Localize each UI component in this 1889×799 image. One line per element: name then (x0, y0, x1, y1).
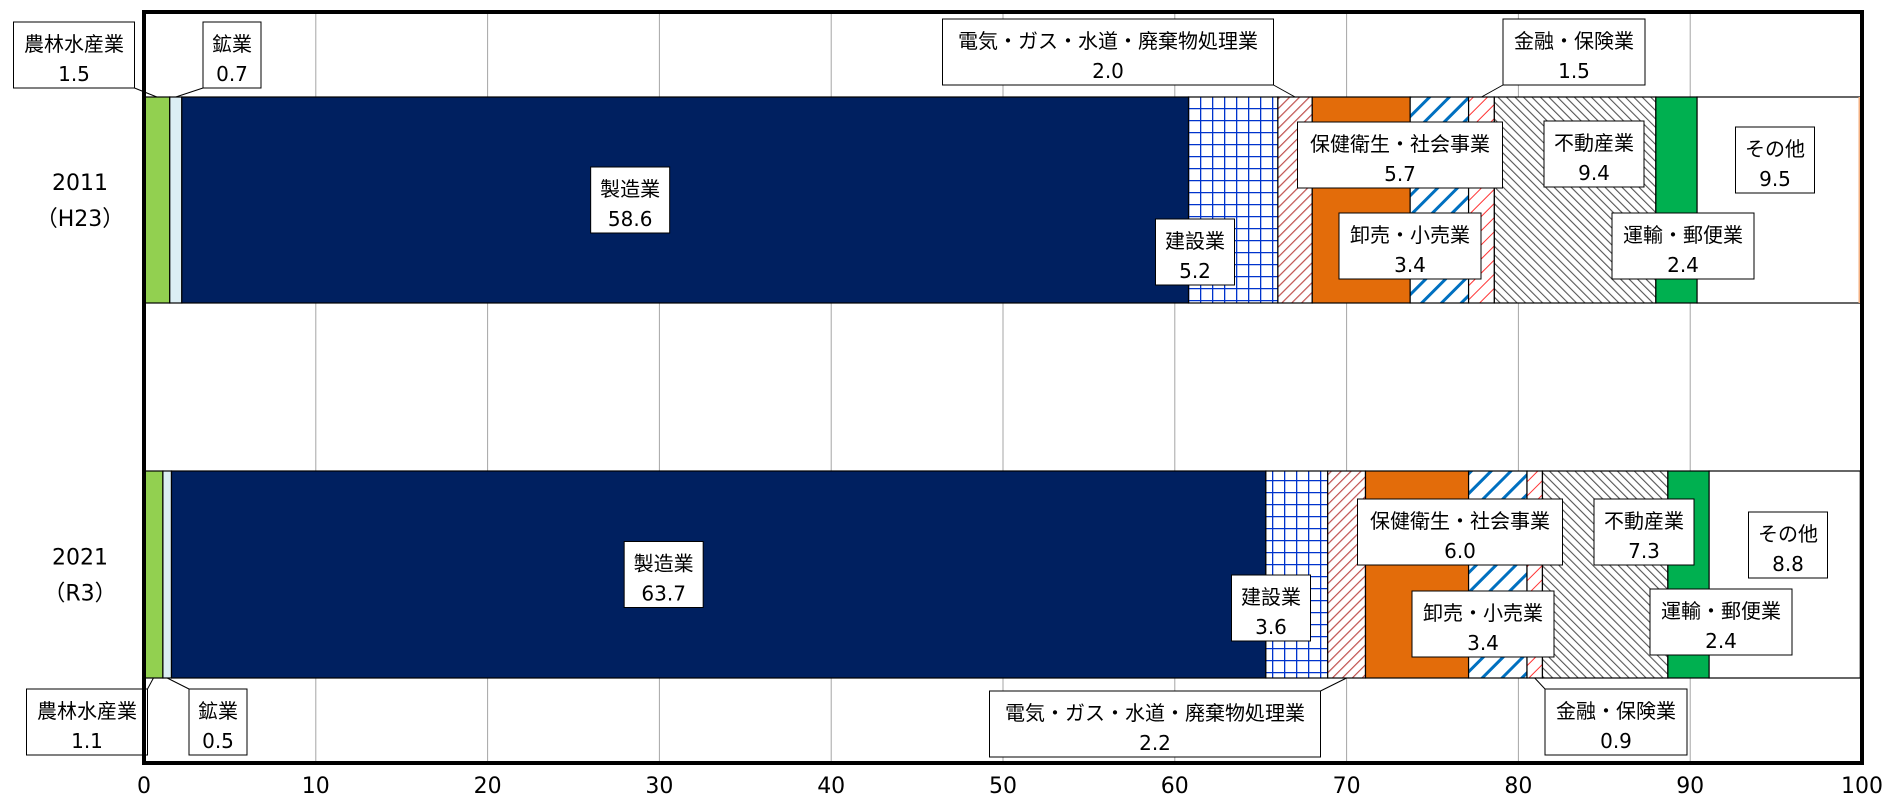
data-label-value: 0.5 (202, 729, 234, 753)
leader-line (1481, 84, 1504, 98)
data-label-box (1611, 212, 1755, 280)
leader-line (147, 677, 154, 690)
data-label-name: 製造業 (600, 177, 660, 201)
data-label-box (942, 18, 1274, 86)
category-label: （R3） (43, 582, 116, 607)
data-label-name: その他 (1758, 522, 1818, 546)
data-label-value: 6.0 (1444, 539, 1476, 563)
x-tick-label: 20 (474, 774, 502, 799)
leader-line (175, 87, 204, 98)
data-label-box (1544, 688, 1688, 756)
x-tick-label: 30 (645, 774, 673, 799)
data-label-value: 9.4 (1578, 161, 1610, 185)
data-label-box (1155, 218, 1235, 286)
data-label-box (1411, 590, 1555, 658)
data-label-value: 3.4 (1467, 631, 1499, 655)
x-tick-label: 100 (1841, 774, 1883, 799)
data-label-box (623, 541, 704, 608)
data-label-value: 0.9 (1600, 729, 1632, 753)
x-tick-label: 40 (817, 774, 845, 799)
data-label-name: 運輸・郵便業 (1623, 223, 1743, 247)
x-tick-label: 0 (137, 774, 151, 799)
data-label-value: 8.8 (1772, 552, 1804, 576)
bar-segment (169, 96, 183, 304)
data-label-name: 製造業 (634, 552, 694, 576)
data-label-value: 2.4 (1705, 629, 1737, 653)
data-label-name: その他 (1745, 137, 1805, 161)
data-label-name: 運輸・郵便業 (1661, 599, 1781, 623)
data-label-box (1649, 588, 1793, 656)
data-label-name: 不動産業 (1554, 131, 1634, 155)
data-label-box (1502, 18, 1646, 86)
data-label-value: 3.4 (1394, 253, 1426, 277)
data-label-value: 1.5 (1558, 59, 1590, 83)
data-label-value: 58.6 (608, 207, 653, 231)
data-label-name: 卸売・小売業 (1423, 601, 1543, 625)
data-label-value: 63.7 (641, 582, 686, 606)
data-label-box (1735, 126, 1815, 194)
data-label-name: 金融・保険業 (1556, 699, 1676, 723)
category-label: （H23） (36, 207, 125, 232)
leader-line (1534, 677, 1546, 690)
x-tick-label: 90 (1676, 774, 1704, 799)
data-label-value: 5.2 (1179, 259, 1211, 283)
data-label-value: 5.7 (1384, 162, 1416, 186)
data-label-name: 電気・ガス・水道・廃棄物処理業 (958, 29, 1258, 53)
x-tick-label: 50 (989, 774, 1017, 799)
data-label-box (1543, 120, 1645, 188)
data-label-name: 建設業 (1165, 229, 1225, 253)
data-label-box (989, 690, 1321, 758)
data-label-name: 保健衛生・社会事業 (1370, 509, 1550, 533)
category-label: 2021 (52, 546, 108, 571)
data-label-box (1748, 511, 1828, 579)
data-label-value: 7.3 (1628, 539, 1660, 563)
data-label-name: 不動産業 (1604, 509, 1684, 533)
data-label-box (590, 166, 671, 234)
data-label-name: 電気・ガス・水道・廃棄物処理業 (1005, 701, 1305, 725)
data-label-box (202, 21, 262, 89)
data-label-box (26, 688, 148, 756)
bar-segment (162, 470, 173, 679)
data-label-name: 鉱業 (212, 32, 252, 56)
data-label-name: 金融・保険業 (1514, 29, 1634, 53)
data-label-name: 農林水産業 (37, 699, 137, 723)
data-label-value: 0.7 (216, 62, 248, 86)
data-label-box (1593, 498, 1695, 566)
data-label-value: 1.1 (71, 729, 103, 753)
data-label-value: 1.5 (58, 62, 90, 86)
data-label-box (1338, 212, 1482, 280)
bar-segment (181, 96, 1190, 304)
bar-segment (143, 96, 171, 304)
data-label-value: 3.6 (1255, 615, 1287, 639)
bar-segment (170, 470, 1267, 679)
x-tick-label: 60 (1161, 774, 1189, 799)
data-label-box (1297, 121, 1503, 189)
x-tick-label: 10 (302, 774, 330, 799)
data-label-name: 建設業 (1241, 585, 1301, 609)
data-label-name: 鉱業 (198, 699, 238, 723)
data-label-value: 2.2 (1139, 731, 1171, 755)
data-label-box (188, 688, 248, 756)
data-label-name: 卸売・小売業 (1350, 223, 1470, 247)
data-label-box (1231, 574, 1311, 642)
data-label-box (1357, 498, 1563, 566)
bar-segment (143, 470, 164, 679)
x-tick-label: 80 (1504, 774, 1532, 799)
data-label-value: 9.5 (1759, 167, 1791, 191)
data-label-name: 農林水産業 (24, 32, 124, 56)
x-tick-label: 70 (1333, 774, 1361, 799)
data-label-value: 2.4 (1667, 253, 1699, 277)
leader-line (1273, 84, 1296, 98)
plot-border (142, 10, 1864, 765)
data-label-name: 保健衛生・社会事業 (1310, 132, 1490, 156)
data-label-value: 2.0 (1092, 59, 1124, 83)
data-label-box (13, 21, 135, 89)
leader-line (1320, 677, 1347, 692)
leader-line (166, 677, 190, 690)
category-label: 2011 (52, 171, 108, 196)
